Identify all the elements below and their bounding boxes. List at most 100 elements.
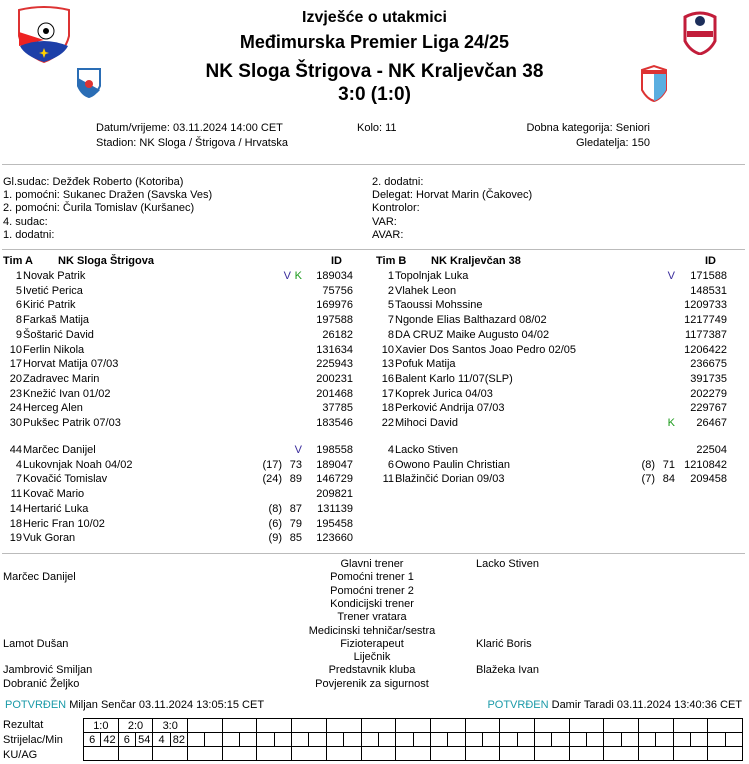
- player-id: 1217749: [684, 314, 727, 327]
- player-row: 5 Taoussi Mohssine 1209733: [0, 298, 749, 312]
- player-name: Heric Fran 10/02: [23, 517, 105, 530]
- player-id: 169976: [316, 299, 353, 312]
- staff-home: Dobranić Željko: [3, 677, 80, 690]
- official-right: AVAR:: [372, 228, 404, 241]
- empty-cell: [499, 718, 535, 733]
- player-row: 16 Balent Karlo 11/07(SLP) 391735: [0, 372, 749, 386]
- player-number: 6: [387, 458, 394, 471]
- player-row: 19 Vuk Goran 85 (9) 123660: [0, 531, 749, 545]
- sub-minute: 79: [289, 517, 302, 530]
- player-name: Kovačić Tomislav: [23, 473, 108, 486]
- official-left: 1. dodatni:: [3, 228, 55, 241]
- vice-badge: V: [294, 444, 302, 456]
- player-row: 2 Vlahek Leon 148531: [0, 284, 749, 298]
- player-row: 10 Xavier Dos Santos Joao Pedro 02/05 1206…: [0, 343, 749, 357]
- player-row: 1 Novak Patrik K V 189034: [0, 269, 749, 283]
- player-number: 22: [381, 417, 394, 429]
- player-row: 22 Mihoci David K 26467: [0, 416, 749, 430]
- empty-cell: [603, 746, 639, 761]
- player-id: 1206422: [684, 343, 727, 356]
- player-number: 14: [9, 502, 22, 515]
- goal-score: 3:0: [152, 718, 189, 733]
- player-name: Taoussi Mohssine: [395, 299, 483, 312]
- empty-cell: [672, 732, 692, 747]
- player-id: 75756: [322, 284, 353, 297]
- player-id: 131139: [317, 502, 353, 515]
- player-name: Šoštarić David: [23, 328, 94, 341]
- empty-cell: [672, 718, 709, 733]
- staff-role: Pomoćni trener 2: [330, 584, 414, 597]
- player-name: Marčec Danijel: [23, 444, 96, 456]
- empty-cell: [221, 732, 241, 747]
- player-id: 198558: [316, 444, 353, 456]
- official-right: Delegat: Horvat Marin (Čakovec): [372, 189, 533, 202]
- player-row: 17 Horvat Matija 07/03 225943: [0, 357, 749, 371]
- player-id: 183546: [316, 417, 353, 429]
- sub-replaced-number: (8): [268, 502, 282, 515]
- empty-cell: [325, 746, 362, 761]
- empty-cell: [429, 746, 466, 761]
- player-id: 201468: [316, 387, 353, 400]
- empty-cell: [568, 732, 587, 747]
- staff-role: Liječnik: [353, 651, 391, 664]
- player-number: 44: [9, 444, 22, 456]
- empty-cell: [603, 732, 622, 747]
- empty-cell: [638, 746, 674, 761]
- player-id: 37785: [322, 402, 353, 415]
- empty-cell: [464, 746, 501, 761]
- player-number: 5: [15, 284, 22, 297]
- player-row: 4 Lukovnjak Noah 04/02 73 (17) 189047: [0, 458, 749, 472]
- player-number: 1: [387, 270, 394, 282]
- player-name: Ivetić Perica: [23, 284, 83, 297]
- staff-away: Blažeka Ivan: [476, 664, 539, 677]
- player-number: 11: [382, 473, 394, 486]
- player-row: 8 DA CRUZ Maike Augusto 04/02 1177387: [0, 328, 749, 342]
- empty-cell: [707, 718, 744, 733]
- empty-cell: [464, 732, 483, 747]
- report-title: Izvješće o utakmici: [302, 9, 447, 26]
- match-stadium: Stadion: NK Sloga / Štrigova / Hrvatska: [96, 137, 288, 149]
- results-grid: 1:0 2:0 3:0 6 42 6 54 4 82: [82, 718, 744, 761]
- player-id: 26182: [322, 328, 353, 341]
- confirmed-by: Miljan Senčar 03.11.2024 13:05:15 CET: [69, 699, 265, 711]
- staff-home: Jambrović Smiljan: [3, 664, 93, 677]
- empty-cell: [499, 732, 518, 747]
- divider: [2, 249, 745, 250]
- empty-cell: [117, 746, 154, 761]
- empty-cell: [360, 746, 397, 761]
- empty-cell: [585, 732, 605, 747]
- player-id: 391735: [690, 372, 727, 385]
- player-name: Kirić Patrik: [23, 299, 76, 312]
- player-name: Kovač Mario: [23, 488, 85, 501]
- player-row: 6 Owono Paulin Christian 71 (8) 1210842: [0, 458, 749, 472]
- sub-minute: 85: [289, 532, 302, 545]
- empty-cell: [447, 732, 466, 747]
- player-row: 5 Ivetić Perica 75756: [0, 284, 749, 298]
- player-row: 17 Koprek Jurica 04/03 202279: [0, 387, 749, 401]
- empty-cell: [724, 732, 744, 747]
- player-row: 7 Kovačić Tomislav 89 (24) 146729: [0, 472, 749, 486]
- player-number: 18: [381, 402, 394, 415]
- empty-cell: [221, 718, 258, 733]
- player-name: Blažinčić Dorian 09/03: [395, 473, 505, 486]
- player-id: 26467: [696, 417, 727, 429]
- empty-cell: [603, 718, 639, 733]
- player-number: 10: [381, 343, 394, 356]
- player-id: 1210842: [684, 458, 727, 471]
- empty-cell: [308, 732, 327, 747]
- empty-cell: [395, 746, 431, 761]
- empty-cell: [291, 732, 310, 747]
- official-left: 4. sudac:: [3, 215, 48, 228]
- empty-cell: [429, 732, 449, 747]
- id-header: ID: [705, 255, 716, 267]
- player-id: 209821: [316, 488, 353, 501]
- player-number: 4: [387, 444, 394, 456]
- premier-liga-logo: [683, 11, 717, 55]
- empty-cell: [291, 746, 327, 761]
- player-row: 24 Herceg Alen 37785: [0, 401, 749, 415]
- empty-cell: [83, 746, 119, 761]
- empty-cell: [273, 732, 293, 747]
- empty-cell: [690, 732, 709, 747]
- vice-badge: V: [667, 270, 675, 282]
- confirmed-label: POTVRĐEN: [5, 699, 67, 711]
